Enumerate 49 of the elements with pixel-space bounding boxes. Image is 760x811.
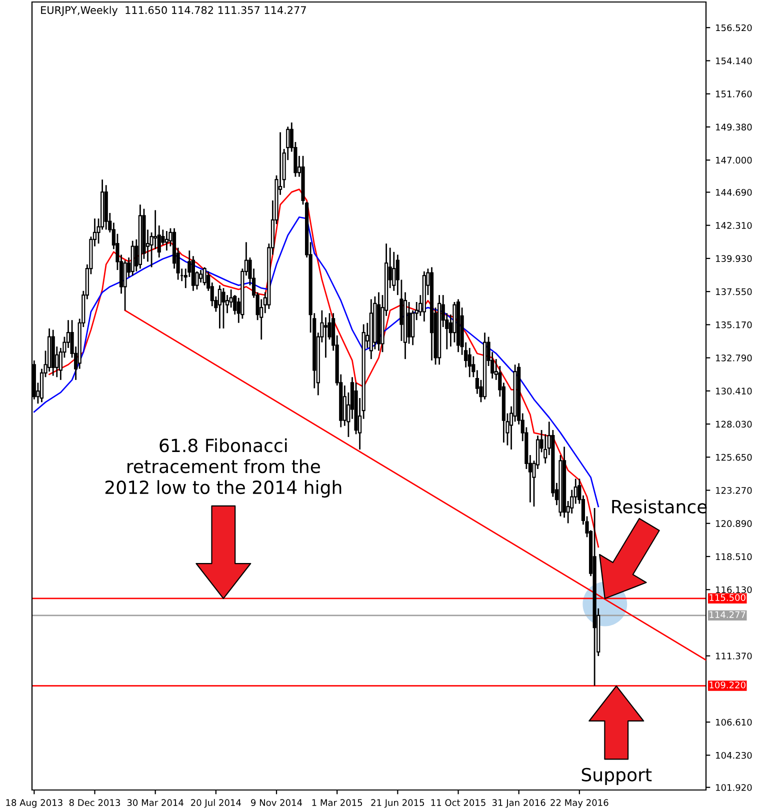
y-tick-label: 135.170: [716, 321, 752, 328]
y-tick-label: 104.230: [716, 752, 752, 759]
y-tick-label: 142.310: [716, 222, 752, 229]
ref-line-label: 109.220: [710, 682, 746, 688]
x-tick-label: 21 Jun 2015: [371, 799, 424, 808]
line-series: [48, 188, 600, 548]
y-tick-label: 149.380: [716, 124, 752, 131]
y-tick-label: 116.130: [716, 586, 752, 594]
candlestick: [324, 316, 328, 358]
y-tick-label: 147.000: [716, 156, 752, 164]
y-tick-label: 154.140: [716, 57, 752, 64]
x-tick-label: 22 May 2016: [550, 799, 608, 808]
x-tick-label: 30 Mar 2014: [127, 799, 184, 806]
x-tick-label: 9 Nov 2014: [251, 799, 302, 806]
y-tick-label: 137.550: [716, 288, 752, 296]
line-series: [33, 216, 600, 508]
x-tick-label: 11 Oct 2015: [431, 799, 486, 806]
x-tick-label: 18 Aug 2013: [6, 799, 62, 808]
ref-line-label: 115.500: [710, 594, 746, 602]
y-tick-label: 151.760: [716, 90, 752, 98]
x-tick-label: 8 Dec 2013: [69, 799, 120, 806]
y-tick-label: 125.650: [716, 454, 752, 461]
y-tick-label: 139.930: [716, 255, 752, 262]
y-tick-label: 144.690: [716, 188, 752, 196]
y-tick-label: 118.510: [716, 553, 752, 560]
candlestick: [198, 269, 203, 284]
y-tick-label: 156.520: [716, 24, 752, 32]
candlestick: [407, 301, 411, 344]
y-tick-label: 130.410: [716, 388, 752, 394]
y-tick-label: 101.920: [716, 784, 752, 791]
candlestick: [392, 251, 396, 292]
y-tick-label: 111.370: [716, 652, 752, 660]
candlestick: [154, 209, 158, 250]
y-tick-label: 106.610: [716, 718, 752, 726]
y-tick-label: 123.270: [716, 487, 752, 494]
candlestick: [164, 230, 168, 252]
candlestick: [123, 260, 127, 312]
x-tick-label: 1 Mar 2015: [312, 799, 362, 806]
y-tick-label: 132.790: [716, 354, 752, 362]
annotation: 61.8 Fibonacci retracement from the 2012 low to the 2014 high: [105, 438, 342, 498]
candlestick: [222, 287, 226, 330]
y-tick-label: 128.030: [716, 420, 752, 428]
x-tick-label: 31 Jan 2016: [492, 799, 546, 808]
annotation: Support: [582, 768, 652, 785]
y-tick-label: 120.890: [716, 520, 752, 527]
x-tick-label: 20 Jul 2014: [191, 799, 241, 808]
chart-title: EURJPY,Weekly 111.650 114.782 111.357 114.277: [41, 6, 306, 16]
candlestick: [218, 284, 222, 330]
ref-line-label: 114.277: [710, 611, 746, 618]
